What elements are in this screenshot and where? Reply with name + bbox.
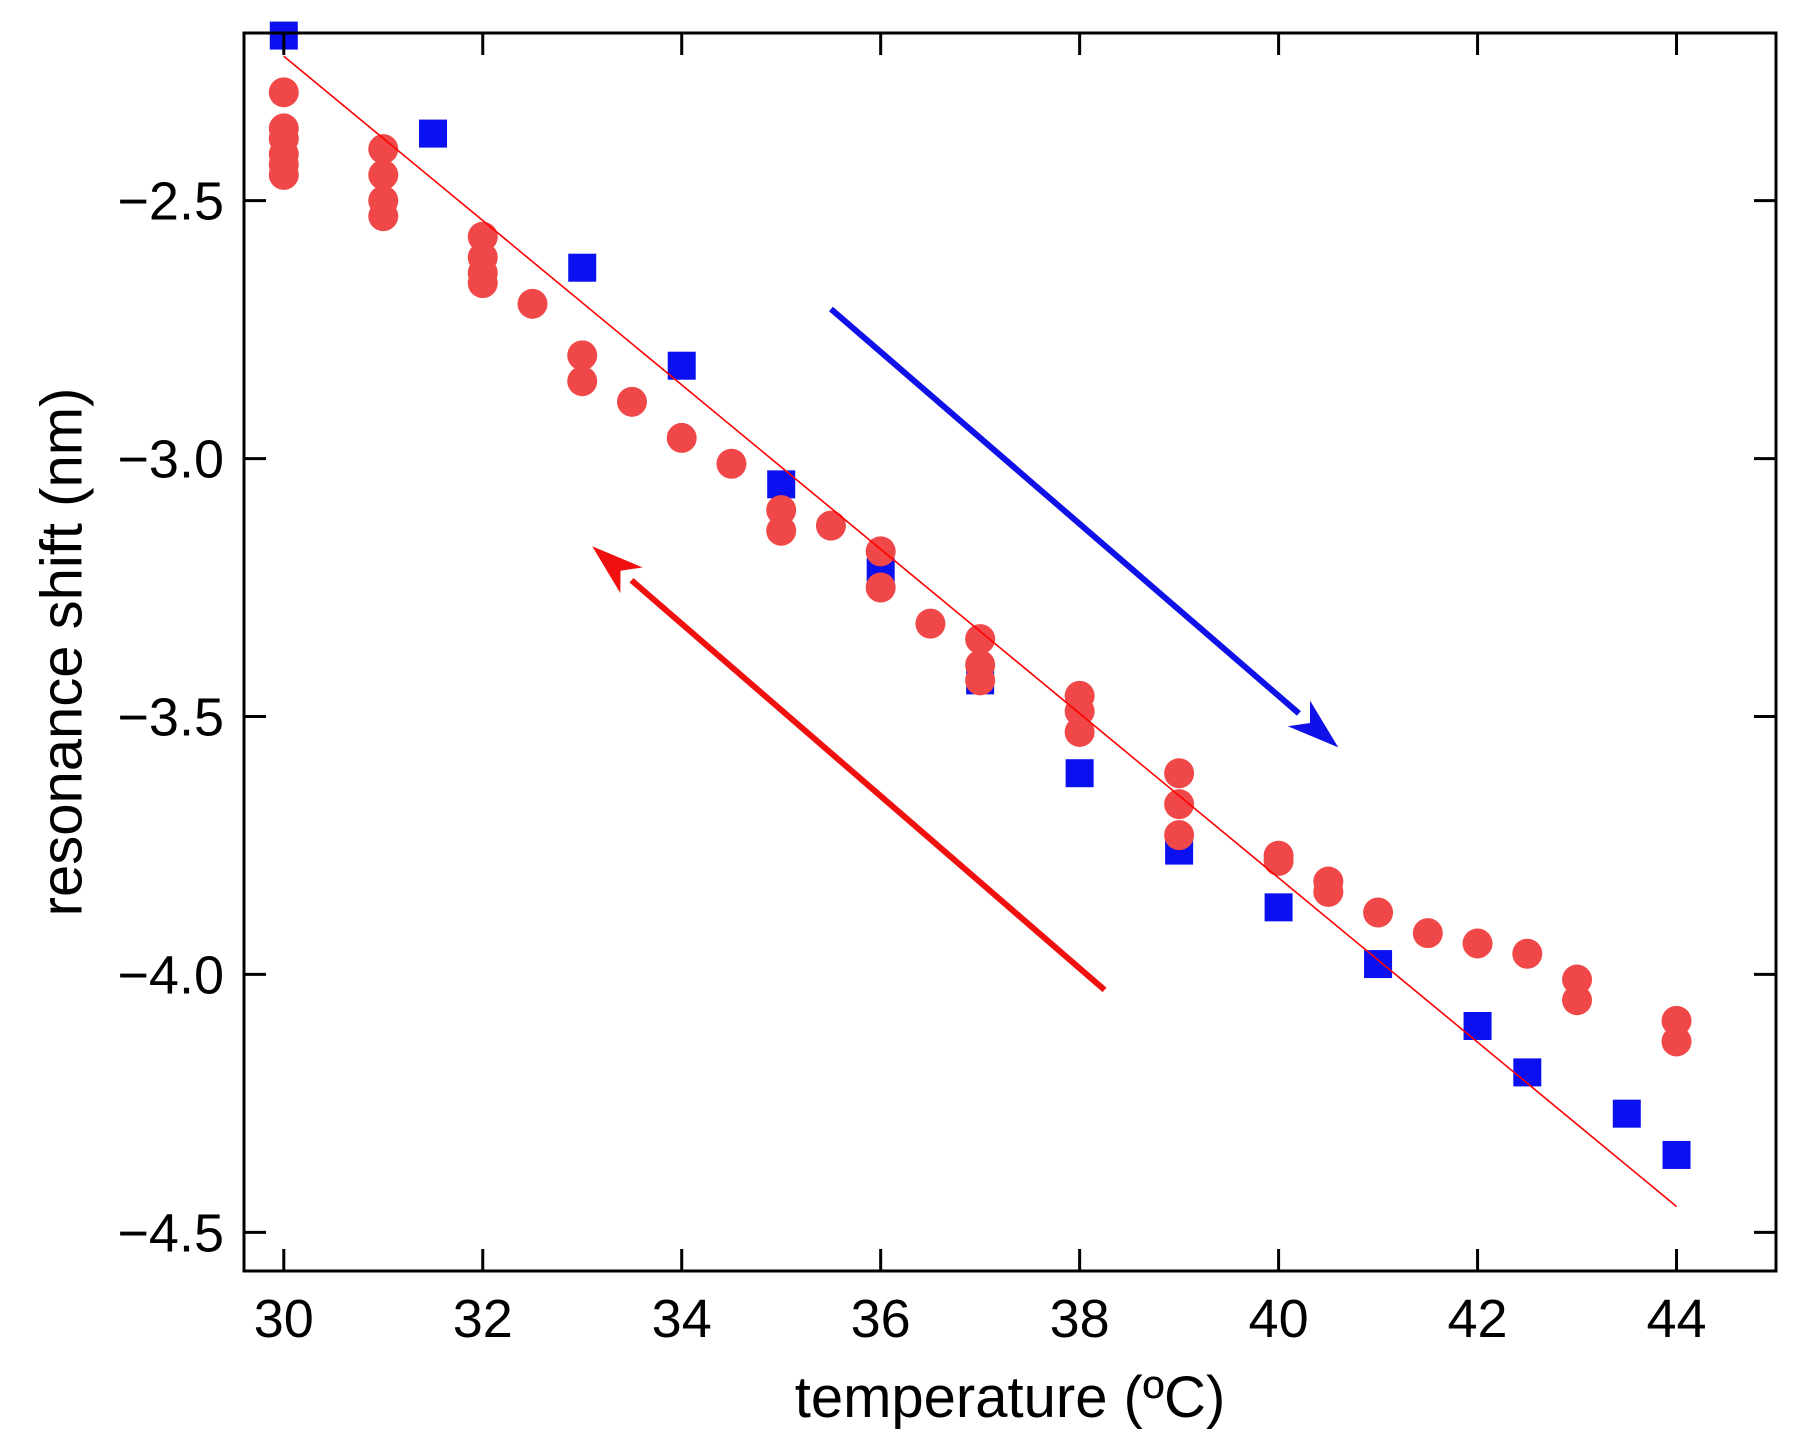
y-tick-label: −4.0 <box>117 945 224 1005</box>
plot-frame <box>242 31 1778 1273</box>
heating-direction-arrow-head <box>1287 700 1339 748</box>
x-tick-label: 30 <box>254 1289 314 1349</box>
cooling-point <box>368 201 399 232</box>
cooling-point <box>1164 789 1195 820</box>
cooling-point <box>1164 820 1195 851</box>
heating-point <box>1463 1011 1492 1040</box>
heating-point <box>1662 1140 1691 1169</box>
y-axis-title: resonance shift (nm) <box>30 388 95 917</box>
cooling-point <box>567 366 598 397</box>
heating-point <box>568 253 597 282</box>
cooling-point <box>368 159 399 190</box>
cooling-point <box>1363 897 1394 928</box>
x-tick-label: 38 <box>1050 1289 1110 1349</box>
cooling-point <box>616 386 647 417</box>
cooling-point <box>965 665 996 696</box>
x-tick-label: 44 <box>1646 1289 1706 1349</box>
cooling-point <box>915 608 946 639</box>
cooling-point <box>1562 964 1593 995</box>
cooling-direction-arrow-shaft <box>629 578 1107 993</box>
heating-point <box>1513 1058 1542 1087</box>
cooling-point <box>567 340 598 371</box>
cooling-point <box>467 268 498 299</box>
x-tick-label: 42 <box>1448 1289 1508 1349</box>
y-tick-label: −3.5 <box>117 687 224 747</box>
x-tick-label: 34 <box>652 1289 712 1349</box>
x-tick-label: 32 <box>453 1289 513 1349</box>
x-tick-label: 40 <box>1249 1289 1309 1349</box>
cooling-point <box>1313 876 1344 907</box>
cooling-point <box>268 159 299 190</box>
y-tick-label: −3.0 <box>117 430 224 490</box>
heating-point <box>1612 1099 1641 1128</box>
cooling-point <box>716 448 747 479</box>
cooling-point <box>965 624 996 655</box>
cooling-point <box>1661 1026 1692 1057</box>
cooling-point <box>1263 845 1294 876</box>
cooling-point <box>1412 918 1443 949</box>
chart-marks <box>268 21 1692 1208</box>
heating-point <box>667 351 696 380</box>
cooling-point <box>1462 928 1493 959</box>
heating-point <box>1065 759 1094 788</box>
cooling-point <box>268 77 299 108</box>
y-tick-label: −4.5 <box>117 1203 224 1263</box>
y-tick-label: −2.5 <box>117 172 224 232</box>
heating-point <box>419 119 448 148</box>
cooling-point <box>766 495 797 526</box>
cooling-point <box>865 572 896 603</box>
cooling-point <box>815 510 846 541</box>
cooling-point <box>1661 1005 1692 1036</box>
cooling-direction-arrow-head <box>592 546 643 594</box>
fit-line <box>283 55 1678 1208</box>
cooling-point <box>1562 985 1593 1016</box>
x-tick-label: 36 <box>851 1289 911 1349</box>
cooling-point <box>1512 938 1543 969</box>
heating-direction-arrow-shaft <box>828 306 1301 716</box>
cooling-point <box>766 515 797 546</box>
cooling-point <box>1164 758 1195 789</box>
x-axis-title: temperature (ºC) <box>795 1365 1226 1430</box>
cooling-point <box>666 422 697 453</box>
chart-axes: 30 32 34 36 38 40 42 44 −2.5 −3.0 −3.5 −4.0 −4.5 <box>117 33 1776 1349</box>
cooling-point <box>1064 716 1095 747</box>
heating-point <box>1264 893 1293 922</box>
cooling-point <box>467 221 498 252</box>
heating-point <box>1364 950 1393 979</box>
cooling-point <box>368 134 399 165</box>
cooling-point <box>517 288 548 319</box>
